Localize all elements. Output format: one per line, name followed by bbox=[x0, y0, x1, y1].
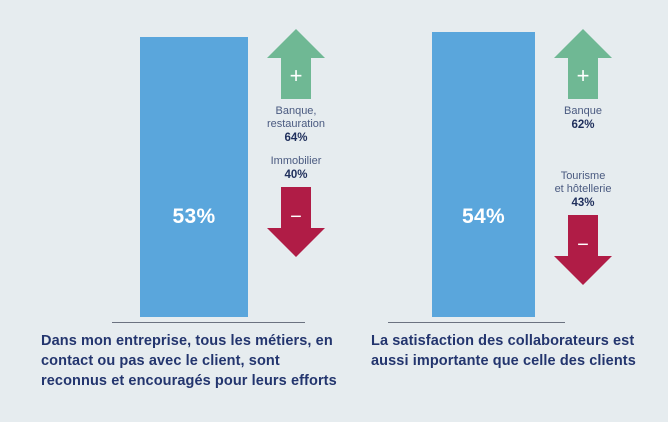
down-sector-right-line2: et hôtellerie bbox=[554, 183, 612, 195]
indicator-down-left: Immobilier 40% − bbox=[267, 155, 346, 257]
down-sector-right-line1: Tourisme bbox=[560, 170, 606, 182]
bar-right-value: 54% bbox=[462, 205, 505, 228]
bar-right: 54% bbox=[432, 32, 535, 317]
up-pct-left: 64% bbox=[284, 132, 308, 144]
up-sector-left-line2: restauration bbox=[266, 118, 326, 130]
up-sector-right-line1: Banque bbox=[564, 105, 602, 117]
arrow-down-icon bbox=[554, 215, 612, 285]
indicator-up-left: + Banque, restauration 64% bbox=[267, 29, 346, 145]
down-label-left: Immobilier 40% bbox=[246, 155, 346, 182]
indicator-down-right: Tourisme et hôtellerie 43% − bbox=[554, 170, 633, 285]
indicator-up-right: + Banque 62% bbox=[554, 29, 633, 132]
up-label-left: Banque, restauration 64% bbox=[246, 105, 346, 145]
up-arrow-left-shape: + bbox=[267, 29, 325, 99]
up-label-right: Banque 62% bbox=[533, 105, 633, 132]
arrow-up-icon bbox=[267, 29, 325, 99]
divider-left bbox=[112, 322, 305, 323]
down-label-right: Tourisme et hôtellerie 43% bbox=[533, 170, 633, 210]
divider-right bbox=[388, 322, 565, 323]
minus-sign-left: − bbox=[290, 206, 302, 228]
up-arrow-right-shape: + bbox=[554, 29, 612, 99]
down-pct-right: 43% bbox=[571, 197, 595, 209]
down-pct-left: 40% bbox=[284, 169, 308, 181]
plus-sign-right: + bbox=[576, 63, 590, 88]
down-arrow-right-shape: − bbox=[554, 215, 612, 285]
down-sector-left-line1: Immobilier bbox=[270, 155, 322, 167]
bar-left: 53% bbox=[140, 37, 248, 317]
arrow-up-icon bbox=[554, 29, 612, 99]
minus-sign-right: − bbox=[577, 234, 589, 256]
arrow-down-icon bbox=[267, 187, 325, 257]
caption-right: La satisfaction des collaborateurs est a… bbox=[371, 333, 636, 369]
bar-left-value: 53% bbox=[172, 205, 216, 228]
down-arrow-left-shape: − bbox=[267, 187, 325, 257]
up-pct-right: 62% bbox=[571, 119, 595, 131]
caption-left: Dans mon entreprise, tous les métiers, e… bbox=[41, 333, 337, 389]
up-sector-left-line1: Banque, bbox=[275, 105, 317, 117]
plus-sign-left: + bbox=[289, 63, 303, 88]
